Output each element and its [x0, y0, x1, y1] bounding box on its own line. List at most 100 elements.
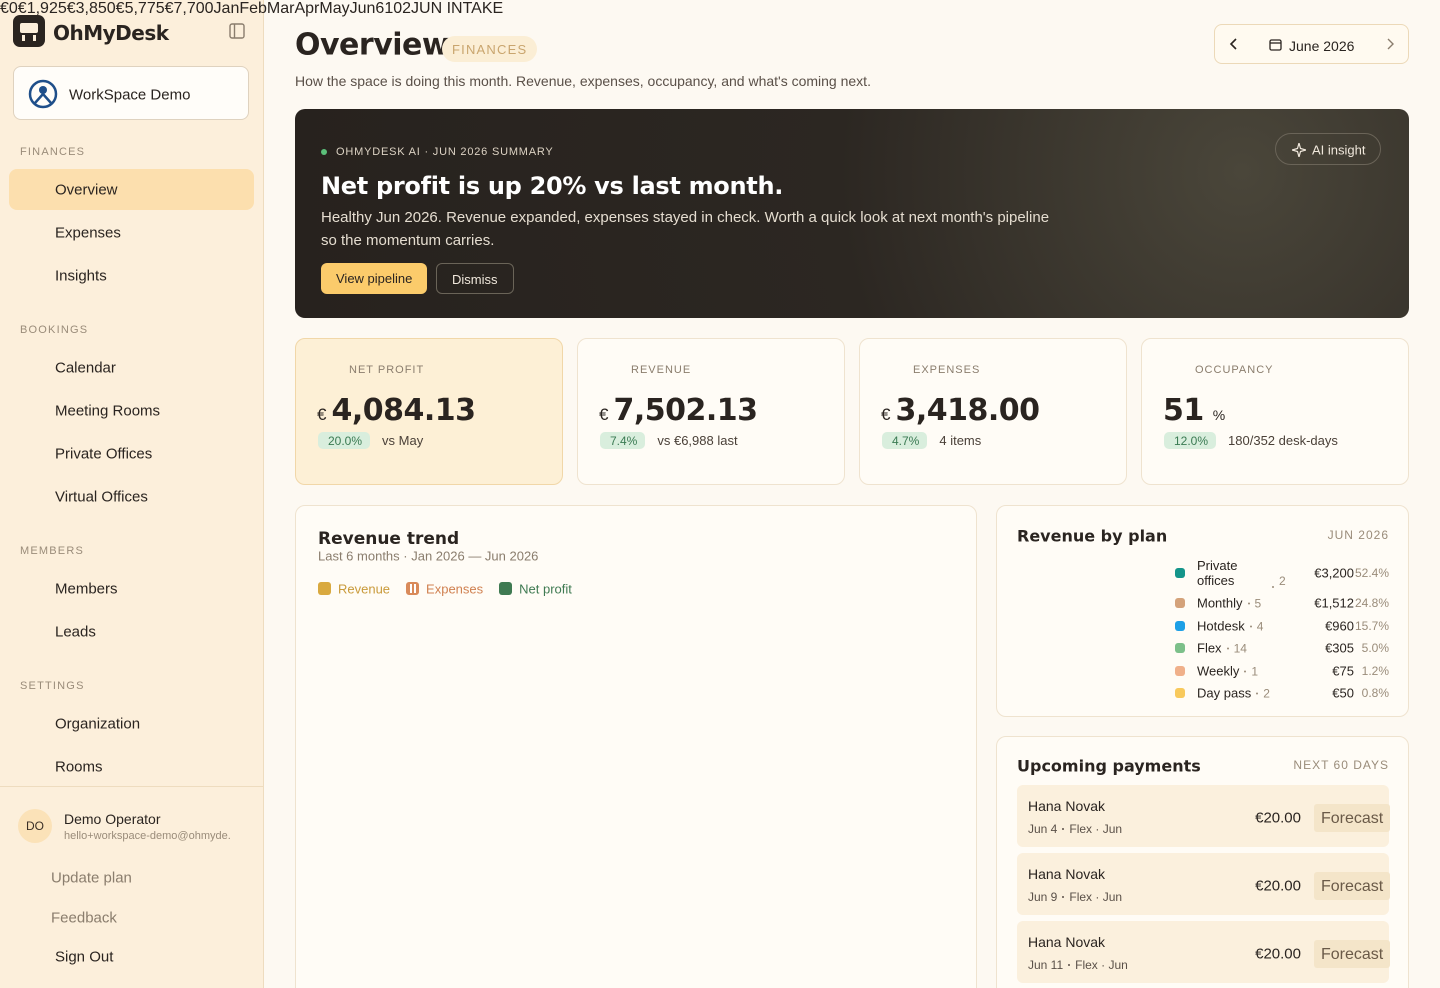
nav-label: Meeting Rooms: [55, 402, 161, 420]
payment-plan: Flex · Jun: [1075, 958, 1128, 972]
payment-row[interactable]: Hana Novak Jun 9 Flex · Jun €20.00 Forecast: [1017, 853, 1391, 915]
nav-item[interactable]: Meeting Rooms: [9, 390, 254, 431]
nav-item[interactable]: Rooms: [9, 746, 254, 787]
ai-insight-label: AI insight: [1312, 142, 1366, 158]
plan-share: 1.2%: [1361, 664, 1389, 678]
plan-count: 2: [1279, 574, 1286, 588]
kpi-value-row: 51%: [1163, 393, 1225, 428]
banner-eyebrow: OHMYDESK AI · JUN 2026 SUMMARY: [336, 146, 554, 158]
nav-item[interactable]: Organization: [9, 703, 254, 744]
sparkle-icon: [1292, 143, 1306, 157]
footer-link[interactable]: Feedback: [51, 909, 117, 927]
nav-item[interactable]: Private Offices: [9, 433, 254, 474]
nav-item[interactable]: Leads: [9, 611, 254, 652]
x-tick-label: Mar: [266, 0, 295, 17]
kpi-value: 7,502.13: [613, 393, 758, 428]
kpi-value: 3,418.00: [895, 393, 1040, 428]
x-tick-label: May: [319, 0, 350, 17]
nav-item[interactable]: Overview: [9, 169, 254, 210]
legend-dot: [1175, 568, 1185, 578]
plan-name: Hotdesk: [1197, 618, 1245, 634]
kpi-change-row: 7.4% vs €6,988 last: [600, 432, 738, 449]
kpi-value-row: €4,084.13: [317, 393, 476, 428]
legend-dot: [1175, 666, 1185, 676]
upcoming-payments-card: Upcoming payments NEXT 60 DAYS Hana Novak J…: [996, 736, 1409, 988]
collapse-button[interactable]: [229, 23, 245, 39]
nav-item[interactable]: Virtual Offices: [9, 476, 254, 517]
next-month[interactable]: [1383, 37, 1397, 51]
plan-row: Flex 14: [1197, 641, 1247, 656]
nav-item[interactable]: Members: [9, 568, 254, 609]
nav-label: Leads: [55, 623, 96, 641]
plan-value: €1,512: [1314, 595, 1354, 611]
card-title: Revenue by plan: [1017, 526, 1168, 546]
plan-value: €3,200: [1314, 565, 1354, 581]
month-label: June 2026: [1289, 38, 1355, 54]
user-email: hello+workspace-demo@ohmyde.: [64, 830, 231, 842]
prev-month[interactable]: [1227, 37, 1241, 51]
plan-name: Flex: [1197, 640, 1222, 656]
nav-label: Expenses: [55, 224, 121, 242]
payment-status: Forecast: [1314, 872, 1391, 900]
legend-dot: [1175, 688, 1185, 698]
brand: OhMyDesk: [53, 21, 169, 45]
payment-status: Forecast: [1314, 940, 1391, 968]
ai-insight-button[interactable]: AI insight: [1275, 133, 1381, 165]
kpi-label: EXPENSES: [913, 364, 981, 376]
kpi-card: NET PROFIT €4,084.13 20.0% vs May: [295, 338, 563, 485]
card-period: NEXT 60 DAYS: [1293, 758, 1389, 772]
separator-dot: [1247, 602, 1250, 604]
kpi-note: 4 items: [939, 433, 982, 448]
plan-count: 4: [1256, 619, 1264, 633]
nav-label: Organization: [55, 715, 141, 733]
nav-label: Members: [55, 580, 118, 598]
plan-share: 5.0%: [1361, 641, 1389, 655]
footer-link[interactable]: Sign Out: [55, 948, 114, 966]
donut-center-value: 6102: [375, 0, 412, 17]
plan-value: €305: [1325, 640, 1354, 656]
payer-name: Hana Novak: [1028, 798, 1106, 814]
view-pipeline-button[interactable]: View pipeline: [321, 263, 428, 294]
legend-dot: [1175, 598, 1185, 608]
kpi-note: vs May: [382, 433, 424, 448]
plan-share: 15.7%: [1354, 619, 1389, 633]
kpi-change: 4.7%: [892, 434, 920, 448]
plan-value: €960: [1325, 618, 1354, 634]
payment-amount: €20.00: [1255, 877, 1301, 895]
legend-label: Net profit: [519, 581, 572, 597]
plan-name: Day pass: [1197, 685, 1252, 701]
page-title: Overview: [295, 27, 450, 63]
workspace-switcher[interactable]: WorkSpace Demo: [13, 66, 249, 120]
nav-item[interactable]: Insights: [9, 255, 254, 296]
status-dot: [321, 149, 327, 155]
user-name: Demo Operator: [64, 811, 161, 827]
nav-label: Virtual Offices: [55, 488, 148, 506]
separator-dot: [1068, 964, 1071, 966]
nav-item[interactable]: Calendar: [9, 347, 254, 388]
plan-row: Hotdesk 4: [1197, 619, 1263, 634]
legend-swatch: [318, 582, 331, 595]
banner-headline: Net profit is up 20% vs last month.: [321, 172, 784, 200]
payment-plan: Flex · Jun: [1069, 890, 1123, 904]
nav-section-label: SETTINGS: [20, 680, 85, 692]
footer-link[interactable]: Update plan: [51, 869, 132, 887]
separator-dot: [1062, 896, 1065, 898]
kpi-change-row: 12.0% 180/352 desk-days: [1164, 432, 1338, 449]
payment-meta: Jun 9 Flex · Jun: [1028, 890, 1122, 904]
month-picker: June 2026: [1214, 24, 1409, 64]
nav-item[interactable]: Expenses: [9, 212, 254, 253]
kpi-currency: €: [317, 405, 327, 424]
legend-dot: [1175, 621, 1185, 631]
plan-share: 52.4%: [1354, 566, 1389, 580]
dismiss-button[interactable]: Dismiss: [436, 263, 514, 294]
payment-row[interactable]: Hana Novak Jun 11 Flex · Jun €20.00 Forecast: [1017, 921, 1391, 983]
divider: [0, 786, 263, 787]
payment-status: Forecast: [1314, 804, 1391, 832]
payment-row[interactable]: Hana Novak Jun 4 Flex · Jun €20.00 Forecast: [1017, 785, 1391, 847]
kpi-label: OCCUPANCY: [1195, 364, 1274, 376]
payment-plan: Flex · Jun: [1069, 822, 1123, 836]
nav-label: Overview: [55, 181, 118, 199]
kpi-unit: %: [1212, 407, 1226, 423]
plan-row: Weekly 1: [1197, 664, 1258, 679]
kpi-change: 7.4%: [610, 434, 638, 448]
